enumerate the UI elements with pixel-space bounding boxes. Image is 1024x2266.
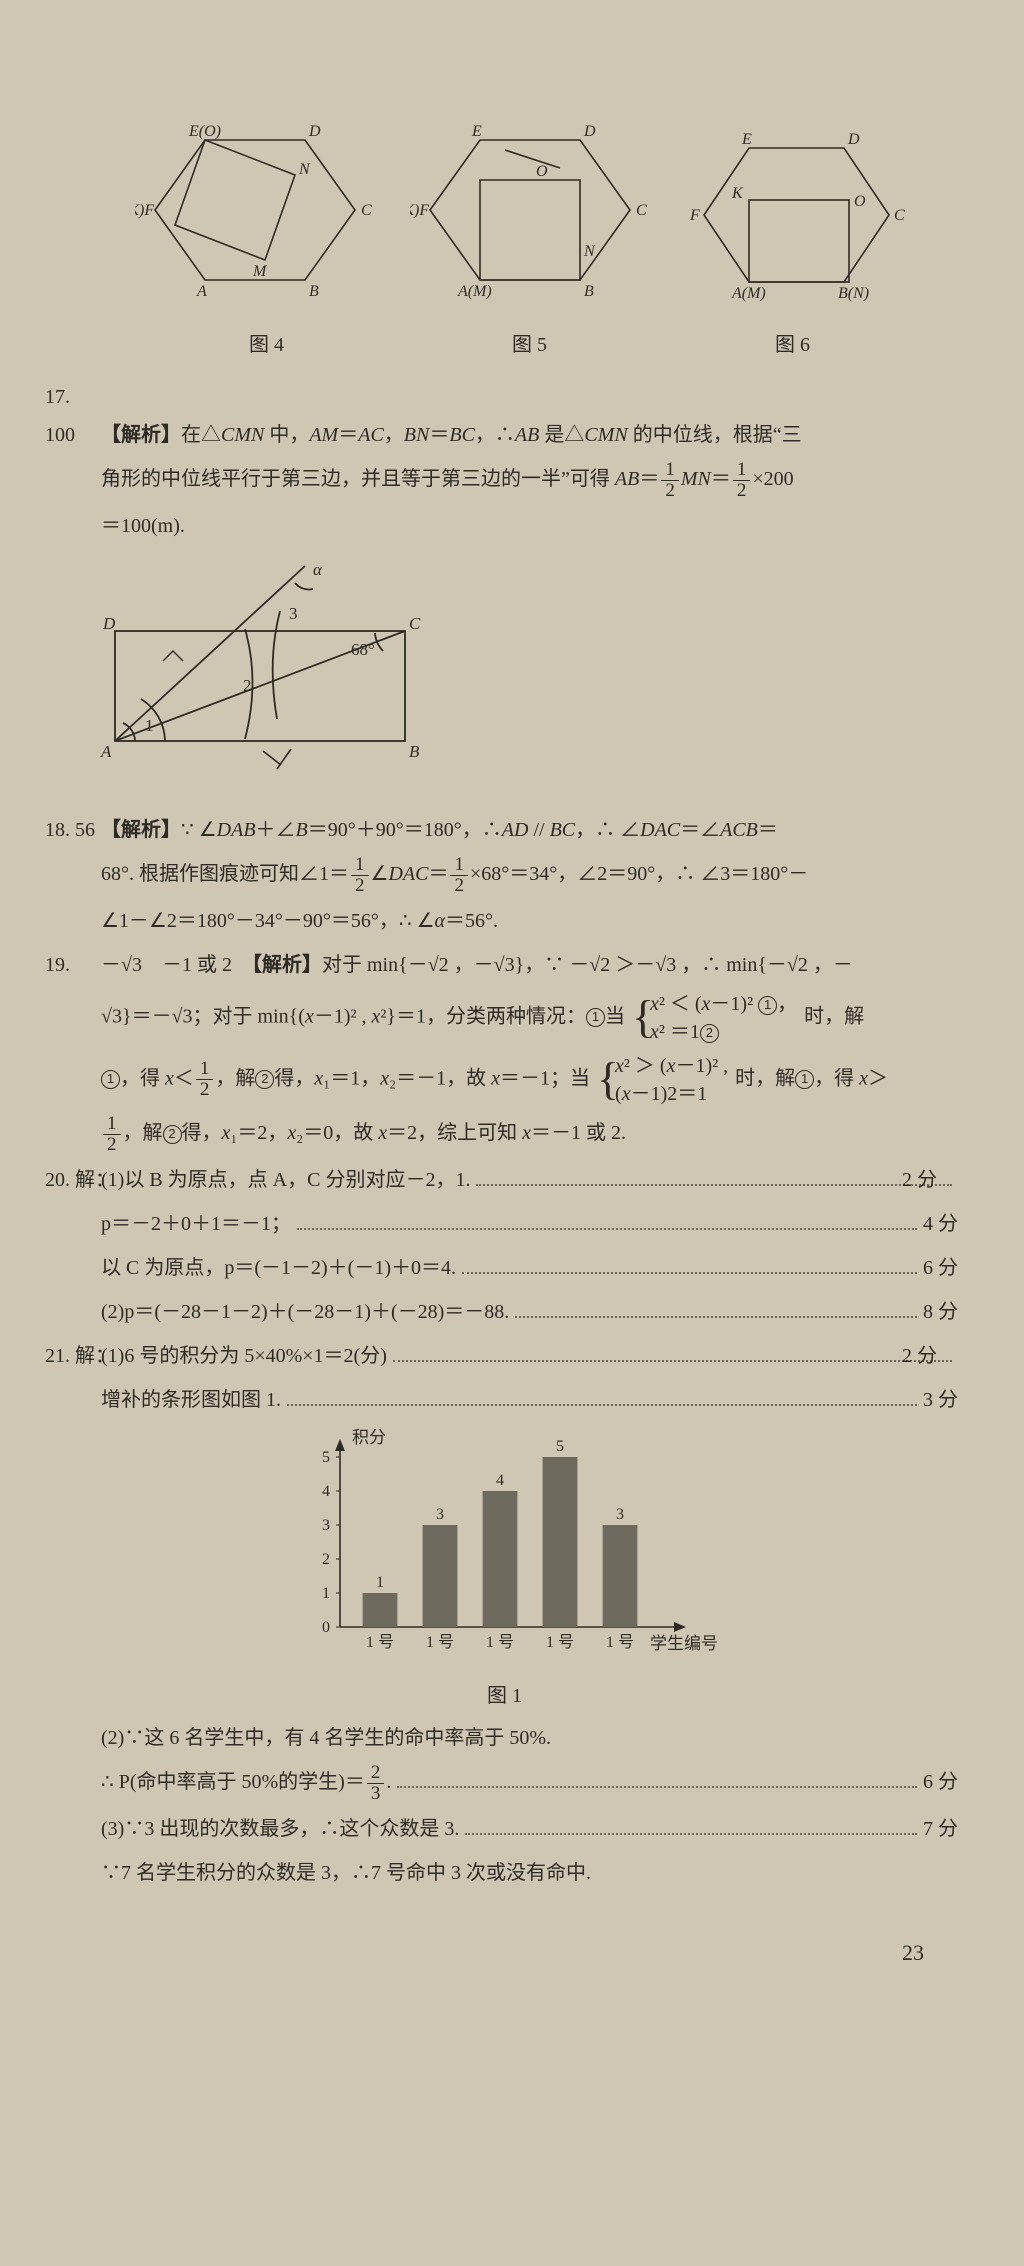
svg-text:3: 3 xyxy=(616,1506,624,1523)
q17-line1: 17. 100【解析】在△CMN 中，AM＝AC，BN＝BC，∴AB 是△CMN… xyxy=(45,378,958,454)
svg-text:B: B xyxy=(309,283,319,300)
svg-text:1: 1 xyxy=(322,1585,330,1602)
svg-text:0: 0 xyxy=(322,1619,330,1636)
svg-text:α: α xyxy=(313,560,323,579)
geom-figure-wrap: D C A B 68° α 1 2 3 xyxy=(45,551,964,811)
q19-line1: 19. －√3 －1 或 2 【解析】对于 min{－√2 ，－√3}，∵ －√… xyxy=(45,946,958,984)
q20-number: 20. 解： xyxy=(45,1161,101,1199)
svg-text:C: C xyxy=(894,207,905,224)
svg-text:(K)F: (K)F xyxy=(135,202,154,219)
q20-line3: 以 C 为原点，p＝(－1－2)＋(－1)＋0＝4.6 分 xyxy=(45,1249,958,1287)
q19-line4: 12，解2得，x₁＝2，x₂＝0，故 x＝2，综上可知 x＝－1 或 2. xyxy=(45,1114,958,1155)
q19-ans1: －√3 xyxy=(101,954,142,976)
q20-line1: 20. 解：(1)以 B 为原点，点 A，C 分别对应－2，1. 2 分 xyxy=(45,1161,958,1199)
svg-text:1: 1 xyxy=(376,1574,384,1591)
q19-number: 19. xyxy=(45,946,101,984)
svg-text:D: D xyxy=(847,131,860,148)
svg-text:1: 1 xyxy=(145,716,154,735)
dot-leader xyxy=(476,1170,952,1186)
figure-6: E D C B(N) A(M) F K O xyxy=(684,130,924,320)
svg-text:5: 5 xyxy=(322,1449,330,1466)
svg-text:B(N): B(N) xyxy=(838,285,869,302)
q21-line3: (2)∵这 6 名学生中，有 4 名学生的命中率高于 50%. xyxy=(45,1719,958,1757)
svg-text:学生编号: 学生编号 xyxy=(650,1634,718,1653)
svg-text:4: 4 xyxy=(322,1483,330,1500)
svg-text:A(M): A(M) xyxy=(731,285,766,302)
svg-text:E: E xyxy=(471,123,482,140)
svg-text:C: C xyxy=(636,202,647,219)
q19-system1: x² ＜ (x－1)² 1， x² ＝12 xyxy=(632,990,797,1046)
svg-text:O: O xyxy=(854,193,866,210)
caption-fig6: 图 6 xyxy=(661,326,924,364)
svg-text:F: F xyxy=(689,207,700,224)
svg-text:1 号: 1 号 xyxy=(485,1633,513,1651)
q18-tag: 【解析】 xyxy=(101,819,181,841)
svg-text:K: K xyxy=(731,185,744,202)
svg-text:1 号: 1 号 xyxy=(425,1633,453,1651)
svg-text:E: E xyxy=(741,131,752,148)
q21-line5: (3)∵3 出现的次数最多，∴这个众数是 3.7 分 xyxy=(45,1810,958,1848)
page-number: 23 xyxy=(45,1932,964,1974)
bar-chart: 0 1 2 3 4 5 积分学生编号 1 1 号 3 1 号 4 1 号 5 1 号 3 1 号 xyxy=(285,1427,725,1677)
q21-line4: ∴ P(命中率高于 50%的学生)＝23. 6 分 xyxy=(45,1763,958,1804)
q17-tag: 【解析】 xyxy=(101,424,181,446)
svg-text:D: D xyxy=(102,614,116,633)
bar-chart-wrap: 0 1 2 3 4 5 积分学生编号 1 1 号 3 1 号 4 1 号 5 1 号 3 1 号 图 1 xyxy=(285,1427,725,1715)
svg-text:3: 3 xyxy=(289,604,298,623)
q21-line2: 增补的条形图如图 1.3 分 xyxy=(45,1381,958,1419)
q19-tag: 【解析】 xyxy=(252,954,322,976)
q19-ans2: －1 或 2 xyxy=(162,954,232,976)
svg-text:2: 2 xyxy=(322,1551,330,1568)
q21-line6: ∵7 名学生积分的众数是 3，∴7 号命中 3 次或没有命中. xyxy=(45,1854,958,1892)
svg-text:4: 4 xyxy=(496,1472,504,1489)
q20-line4: (2)p＝(－28－1－2)＋(－28－1)＋(－28)＝－88.8 分 xyxy=(45,1293,958,1331)
svg-text:1 号: 1 号 xyxy=(365,1633,393,1651)
svg-text:3: 3 xyxy=(436,1506,444,1523)
svg-text:O: O xyxy=(536,163,548,180)
caption-fig5: 图 5 xyxy=(398,326,661,364)
svg-text:M: M xyxy=(252,263,268,280)
svg-text:68°: 68° xyxy=(351,640,375,659)
q21-number: 21. 解： xyxy=(45,1337,101,1375)
svg-text:A: A xyxy=(196,283,207,300)
q17-line3: ＝100(m). xyxy=(45,507,958,545)
svg-text:N: N xyxy=(583,243,596,260)
svg-text:1 号: 1 号 xyxy=(545,1633,573,1651)
q19-line2: √3}＝－√3；对于 min{(x－1)² , x²}＝1，分类两种情况：1当 … xyxy=(45,990,958,1046)
caption-fig1: 图 1 xyxy=(285,1677,725,1715)
q17-number: 17. 100 xyxy=(45,378,101,454)
svg-text:3: 3 xyxy=(322,1517,330,1534)
svg-text:D: D xyxy=(583,123,596,140)
svg-text:A(M): A(M) xyxy=(457,283,492,300)
q21-line1: 21. 解：(1)6 号的积分为 5×40%×1＝2(分) 2 分 xyxy=(45,1337,958,1375)
q18-number: 18. 56 xyxy=(45,811,101,849)
q18-line1: 18. 56【解析】∵ ∠DAB＋∠B＝90°＋90°＝180°，∴AD // … xyxy=(45,811,958,849)
q18-line2: 68°. 根据作图痕迹可知∠1＝12∠DAC＝12×68°＝34°，∠2＝90°… xyxy=(45,855,958,896)
q19-line3: 1，得 x＜12，解2得，x₁＝1，x₂＝－1，故 x＝－1；当 x² ＞ (x… xyxy=(45,1052,958,1108)
svg-text:A: A xyxy=(100,742,112,761)
q20-line2: p＝－2＋0＋1＝－1；4 分 xyxy=(45,1205,958,1243)
svg-text:(K)F: (K)F xyxy=(410,202,429,219)
geom-figure: D C A B 68° α 1 2 3 xyxy=(45,551,465,811)
svg-text:B: B xyxy=(409,742,420,761)
svg-text:N: N xyxy=(298,161,311,178)
svg-text:2: 2 xyxy=(243,676,252,695)
q18-line3: ∠1－∠2＝180°－34°－90°＝56°，∴ ∠α＝56°. xyxy=(45,902,958,940)
figure-4: E(O) D C B A (K)F M N xyxy=(135,120,395,320)
caption-fig4: 图 4 xyxy=(135,326,398,364)
svg-text:B: B xyxy=(584,283,594,300)
svg-text:5: 5 xyxy=(556,1438,564,1455)
figure-row-hexagons: E(O) D C B A (K)F M N E D C B A(M) (K)F … xyxy=(135,120,924,320)
svg-text:积分: 积分 xyxy=(352,1428,386,1447)
svg-text:D: D xyxy=(308,123,321,140)
figure-5: E D C B A(M) (K)F O N xyxy=(410,120,670,320)
svg-text:C: C xyxy=(409,614,421,633)
svg-text:E(O): E(O) xyxy=(188,123,221,140)
svg-text:1 号: 1 号 xyxy=(605,1633,633,1651)
q19-system2: x² ＞ (x－1)² , (x－1)2＝1 xyxy=(597,1052,728,1108)
q17-line2: 角形的中位线平行于第三边，并且等于第三边的一半”可得 AB＝12MN＝12×20… xyxy=(45,460,958,501)
svg-text:C: C xyxy=(361,202,372,219)
figure-captions-row1: 图 4 图 5 图 6 xyxy=(135,326,924,364)
